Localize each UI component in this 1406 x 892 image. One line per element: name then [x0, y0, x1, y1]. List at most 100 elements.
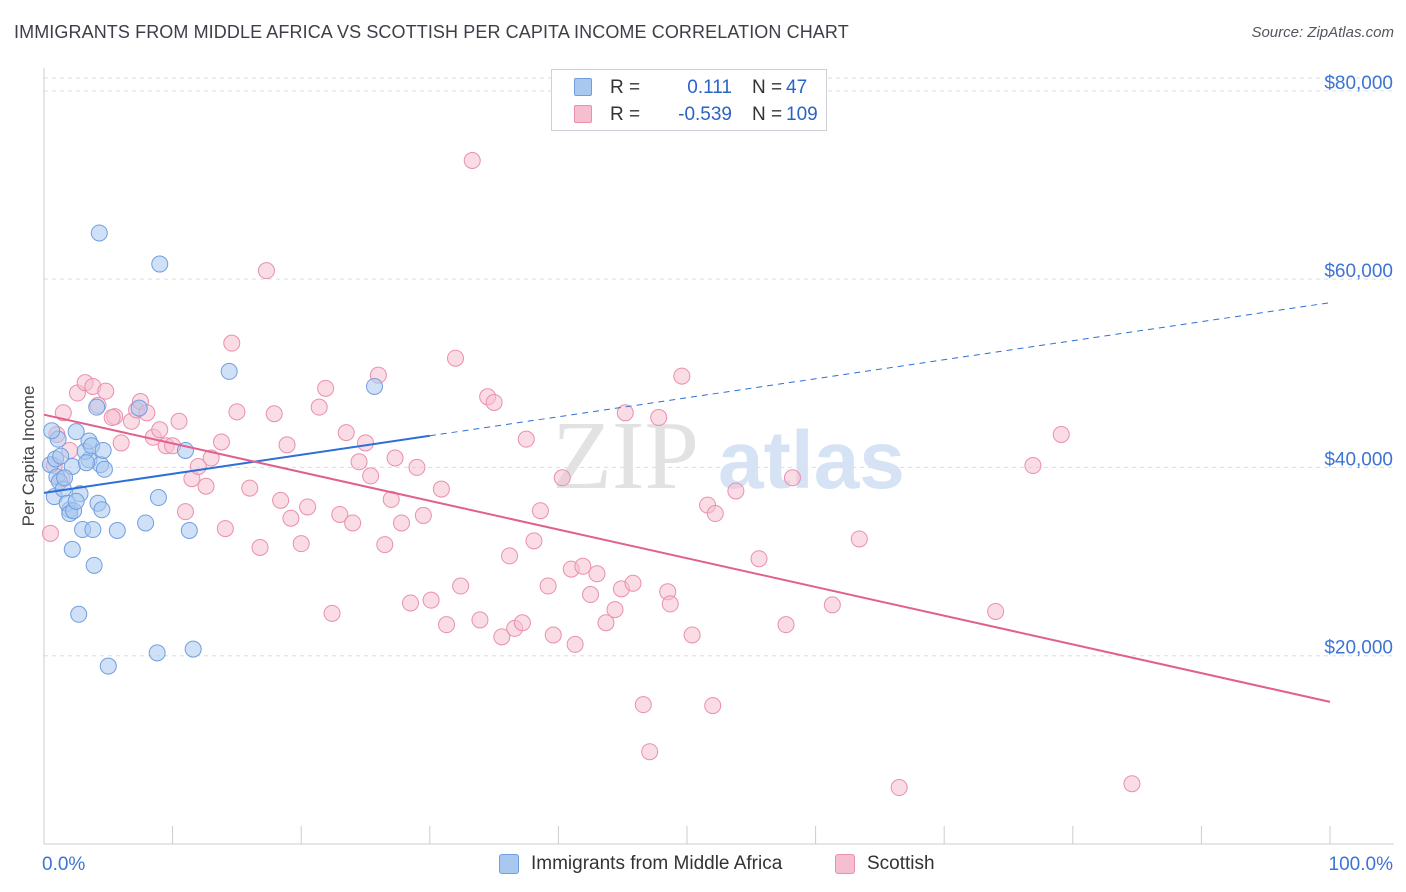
- scottish-point: [282, 509, 300, 527]
- scottish-point: [197, 477, 215, 495]
- scottish-point: [566, 635, 584, 653]
- axes: [43, 68, 1394, 845]
- n-label: N =: [752, 77, 783, 98]
- grid-lines: [44, 77, 1394, 657]
- scottish-point: [272, 491, 290, 509]
- immigrant-point: [63, 540, 81, 558]
- x-tick-label-min: 0.0%: [42, 854, 85, 875]
- scottish-point: [317, 379, 335, 397]
- immigrant-point: [130, 399, 148, 417]
- scottish-point: [517, 430, 535, 448]
- n-value: 47: [786, 77, 808, 98]
- scottish-point: [513, 614, 531, 632]
- n-value: 109: [786, 104, 818, 125]
- scottish-point: [54, 404, 72, 422]
- scottish-point: [1024, 457, 1042, 475]
- r-label: R =: [610, 77, 641, 98]
- scottish-point: [463, 151, 481, 169]
- immigrant-point: [70, 605, 88, 623]
- scottish-point: [438, 616, 456, 634]
- scottish-point: [223, 334, 241, 352]
- y-tick-label: $20,000: [1324, 638, 1393, 659]
- legend-pink-swatch: [835, 854, 855, 874]
- y-tick-label: $80,000: [1324, 73, 1393, 94]
- series-immigrants-middle-africa: [41, 224, 384, 675]
- scottish-point: [661, 595, 679, 613]
- scottish-point: [582, 586, 600, 604]
- scottish-point: [531, 502, 549, 520]
- scottish-point: [202, 449, 220, 467]
- pink-swatch: [574, 105, 592, 123]
- immigrant-point: [67, 423, 85, 441]
- immigrant-point: [151, 255, 169, 273]
- scottish-point: [606, 601, 624, 619]
- scottish-point: [97, 382, 115, 400]
- scottish-point: [337, 424, 355, 442]
- scottish-point: [386, 449, 404, 467]
- scottish-point: [750, 550, 768, 568]
- r-value: 0.111: [687, 77, 732, 98]
- y-tick-label: $40,000: [1324, 449, 1393, 470]
- immigrant-point: [43, 422, 61, 440]
- scottish-point: [1123, 775, 1141, 793]
- scottish-point: [362, 467, 380, 485]
- scottish-point: [783, 469, 801, 487]
- scottish-point: [216, 520, 234, 538]
- scottish-point: [41, 524, 59, 542]
- source-label: Source: ZipAtlas.com: [1251, 24, 1394, 41]
- immigrant-point: [108, 521, 126, 539]
- scottish-point: [251, 538, 269, 556]
- scottish-point: [402, 594, 420, 612]
- scottish-point: [299, 498, 317, 516]
- immigrant-point: [149, 489, 167, 507]
- scottish-point: [357, 434, 374, 452]
- chart-title: IMMIGRANTS FROM MIDDLE AFRICA VS SCOTTIS…: [14, 22, 849, 42]
- scottish-point: [408, 458, 426, 476]
- immigrant-point: [93, 501, 111, 519]
- scottish-point: [452, 577, 470, 595]
- scottish-point: [706, 505, 724, 523]
- scottish-point: [683, 626, 701, 644]
- scottish-point: [525, 532, 543, 550]
- r-label: R =: [610, 104, 641, 125]
- immigrant-point: [148, 644, 166, 662]
- immigrant-point: [85, 556, 103, 574]
- scottish-point: [212, 433, 230, 451]
- scottish-point: [310, 398, 328, 416]
- r-value: -0.539: [678, 104, 732, 125]
- scottish-point: [650, 409, 668, 427]
- correlation-box: R = 0.111 N = 47 R = -0.539 N = 109: [551, 69, 827, 131]
- immigrant-point: [67, 492, 85, 510]
- scottish-point: [777, 616, 795, 634]
- immigrant-point: [99, 657, 117, 675]
- scottish-point: [471, 611, 489, 629]
- immigrant-point: [220, 362, 238, 380]
- watermark: ZIP atlas: [552, 402, 905, 510]
- scottish-point: [414, 506, 432, 524]
- watermark-atlas: atlas: [718, 415, 905, 506]
- scottish-point: [376, 536, 394, 554]
- scottish-point: [393, 514, 411, 532]
- pink-trend-line: [43, 413, 1331, 703]
- y-tick-label: $60,000: [1324, 261, 1393, 282]
- immigrant-point: [94, 441, 112, 459]
- scottish-point: [493, 628, 511, 646]
- immigrant-point: [88, 398, 106, 416]
- scottish-point: [501, 547, 519, 565]
- scottish-point: [624, 574, 642, 592]
- scottish-point: [103, 409, 121, 427]
- scottish-point: [1052, 425, 1070, 443]
- scottish-point: [112, 434, 130, 452]
- scottish-point: [574, 557, 592, 575]
- scottish-point: [673, 367, 691, 385]
- legend-blue-swatch: [499, 854, 519, 874]
- scottish-point: [422, 591, 440, 609]
- scottish-point: [641, 743, 659, 761]
- scottish-point: [539, 577, 557, 595]
- scottish-point: [176, 503, 194, 521]
- scottish-point: [850, 530, 868, 548]
- scottish-point: [616, 404, 634, 422]
- scottish-point: [257, 262, 275, 280]
- immigrant-point: [52, 447, 70, 465]
